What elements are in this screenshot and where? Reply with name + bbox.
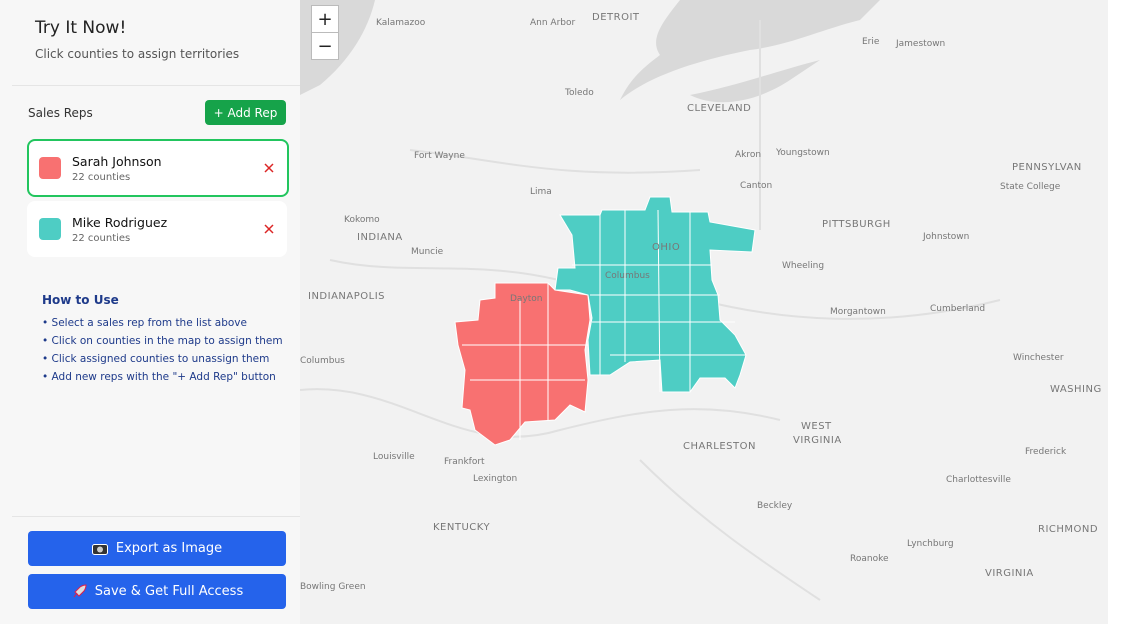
territory[interactable]	[454, 282, 591, 446]
map-label: Cumberland	[930, 304, 985, 314]
remove-icon[interactable]	[264, 163, 274, 173]
rocket-icon	[73, 583, 87, 597]
map-label: Bowling Green	[300, 582, 366, 592]
help-title: How to Use	[42, 293, 119, 307]
map-label: Morgantown	[830, 307, 886, 317]
county-border	[657, 209, 661, 393]
export-button[interactable]: Export as Image	[28, 531, 286, 566]
map-label: Johnstown	[922, 232, 969, 242]
map-label: KENTUCKY	[433, 522, 490, 533]
map-label: Kalamazoo	[376, 18, 426, 28]
title: Try It Now!	[35, 18, 127, 38]
map-label: VIRGINIA	[985, 568, 1034, 579]
map-label: Fort Wayne	[414, 151, 465, 161]
map-label: Frederick	[1025, 447, 1067, 457]
rep-color	[39, 218, 61, 240]
map-label: Ann Arbor	[530, 18, 576, 28]
map-label: Lexington	[473, 474, 517, 484]
map-label: Erie	[862, 37, 880, 47]
map-label: Roanoke	[850, 554, 889, 564]
map-labels: Kalamazoo Ann Arbor DETROIT Erie Jamestown To…	[300, 12, 1102, 592]
help-item: • Add new reps with the "+ Add Rep" butt…	[42, 371, 276, 383]
map-label: DETROIT	[592, 12, 640, 23]
rep-count: 22 counties	[72, 172, 131, 183]
subtitle: Click counties to assign territories	[35, 47, 240, 61]
export-label: Export as Image	[115, 541, 223, 556]
map-label: VIRGINIA	[793, 435, 842, 446]
rep-name: Sarah Johnson	[72, 154, 162, 169]
save-label: Save & Get Full Access	[94, 584, 244, 599]
map-label: Akron	[735, 150, 761, 160]
map-label: Youngstown	[775, 148, 830, 158]
map-label: WASHING	[1050, 384, 1102, 395]
map-label: Dayton	[510, 294, 543, 304]
help-item: • Click assigned counties to unassign th…	[42, 353, 270, 365]
sidebar: Try It Now! Click counties to assign ter…	[0, 0, 301, 624]
road	[300, 20, 1001, 601]
map-label: PITTSBURGH	[822, 219, 891, 230]
help-item: • Click on counties in the map to assign…	[42, 335, 283, 347]
map-label: Lynchburg	[907, 539, 954, 549]
map-label: Kokomo	[344, 215, 380, 225]
rep-name: Mike Rodriguez	[72, 215, 168, 230]
map-label: Louisville	[373, 452, 415, 462]
rep-card[interactable]: Mike Rodriguez 22 counties	[27, 201, 287, 257]
zoom-out[interactable]: −	[311, 32, 339, 60]
map-label: PENNSYLVAN	[1012, 162, 1082, 173]
map-label: State College	[1000, 182, 1061, 192]
scroll-strip	[1108, 0, 1121, 624]
map-label: Charlottesville	[946, 475, 1011, 485]
map-label: Wheeling	[782, 261, 824, 271]
map-label: Columbus	[605, 271, 650, 281]
map-label: Columbus	[300, 356, 345, 366]
map-label: Canton	[740, 181, 772, 191]
divider	[12, 85, 300, 86]
map-label: INDIANA	[357, 232, 403, 243]
map-layer	[300, 0, 1001, 601]
map-label: Toledo	[564, 88, 594, 98]
map-label: OHIO	[652, 242, 680, 253]
add-rep-button[interactable]: + Add Rep	[205, 100, 286, 125]
map-label: Winchester	[1013, 353, 1064, 363]
camera-icon	[91, 544, 108, 555]
save-button[interactable]: Save & Get Full Access	[28, 574, 286, 609]
rep-count: 22 counties	[72, 233, 131, 244]
map-label: Frankfort	[444, 457, 485, 467]
map-label: INDIANAPOLIS	[308, 291, 385, 302]
reps-heading: Sales Reps	[28, 106, 93, 120]
rep-card[interactable]: Sarah Johnson 22 counties	[27, 139, 289, 197]
map-label: Jamestown	[895, 39, 945, 49]
map-label: WEST	[801, 421, 832, 432]
remove-icon[interactable]	[264, 224, 274, 234]
map-label: Muncie	[411, 247, 444, 257]
lake-erie	[620, 0, 880, 103]
map-label: RICHMOND	[1038, 524, 1098, 535]
divider	[12, 516, 300, 517]
map-label: CLEVELAND	[687, 103, 751, 114]
map[interactable]: Kalamazoo Ann Arbor DETROIT Erie Jamestown To…	[300, 0, 1108, 624]
help-item: • Select a sales rep from the list above	[42, 317, 247, 329]
zoom-in[interactable]: +	[311, 5, 339, 33]
rep-color	[39, 157, 61, 179]
territories[interactable]	[454, 196, 756, 446]
map-label: CHARLESTON	[683, 441, 756, 452]
map-label: Beckley	[757, 501, 793, 511]
map-label: Lima	[530, 187, 552, 197]
